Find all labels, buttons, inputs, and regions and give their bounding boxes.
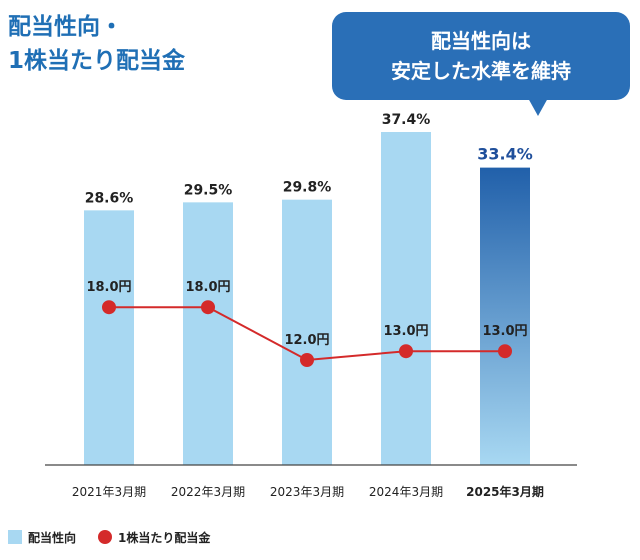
dividend-point-2 [300,353,314,367]
bar-value-label-2: 29.8% [283,180,332,196]
bar-3 [381,132,431,465]
bar-value-label-1: 29.5% [184,182,233,198]
bar-2 [282,199,332,465]
bar-value-label-0: 28.6% [85,190,134,206]
dividend-label-1: 18.0円 [185,280,230,295]
chart-title-line-2: 1株当たり配当金 [8,48,186,74]
dividend-point-4 [498,344,512,359]
category-label-1: 2022年3月期 [171,485,245,499]
callout-box: 配当性向は 安定した水準を維持 [332,12,630,100]
callout-line-1: 配当性向は [431,29,531,53]
bar-1 [183,202,233,465]
bar-value-label-4: 33.4% [477,145,533,164]
category-label-0: 2021年3月期 [72,485,146,499]
dividend-label-4: 13.0円 [482,324,527,339]
dividend-point-0 [102,300,116,315]
bar-value-label-3: 37.4% [382,112,431,128]
legend: 配当性向 1株当たり配当金 [8,527,210,547]
category-label-2: 2023年3月期 [270,485,344,499]
legend-line-swatch [98,530,113,544]
chart-title-line-1: 配当性向・ [8,14,123,40]
callout-tail [528,98,548,116]
dividend-label-3: 13.0円 [383,324,428,339]
bar-4 [480,167,530,465]
dividend-point-1 [201,300,215,315]
legend-bar-label: 配当性向 [28,530,77,545]
chart-title: 配当性向・ 1株当たり配当金 [8,10,185,78]
callout-line-2: 安定した水準を維持 [391,59,571,83]
category-label-4: 2025年3月期 [466,484,544,499]
chart-svg: 28.6% 2021年3月期 29.5% 2022年3月期 29.8% 2023年3月期 3… [45,112,577,499]
category-label-3: 2024年3月期 [369,485,443,499]
dividend-label-2: 12.0円 [284,333,329,348]
legend-bar-swatch [8,530,22,544]
legend-line-label: 1株当たり配当金 [118,530,211,545]
dividend-point-3 [399,344,413,359]
bar-0 [84,210,134,465]
dividend-label-0: 18.0円 [86,280,131,295]
callout-bubble: 配当性向は 安定した水準を維持 [332,12,630,116]
